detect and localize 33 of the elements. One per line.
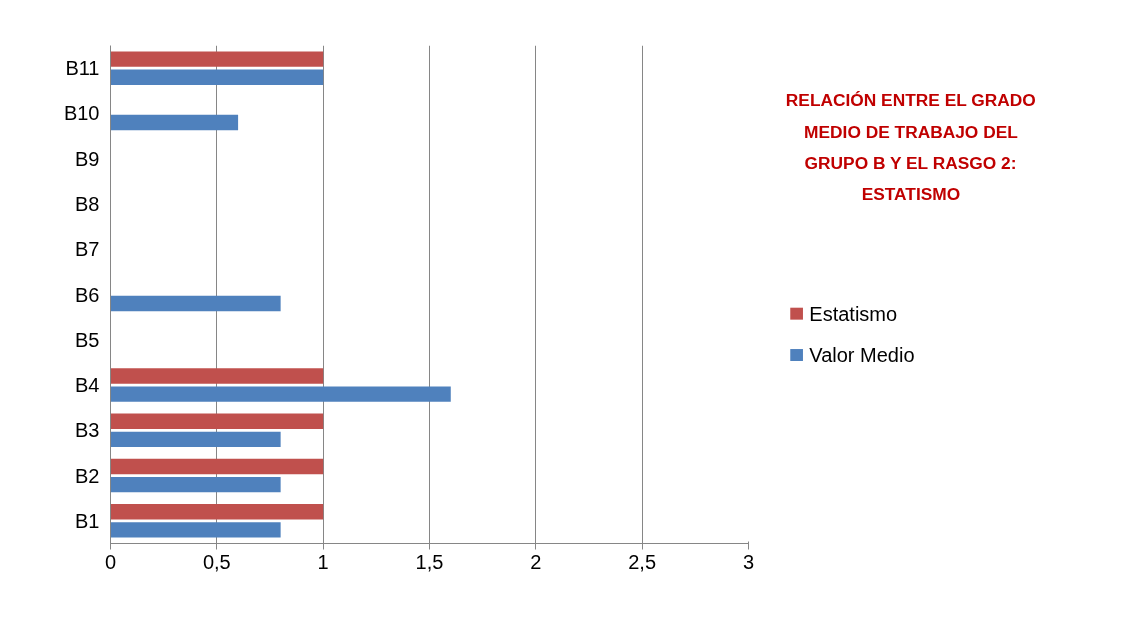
x-tick-label: 0 xyxy=(104,550,117,573)
x-tick-label: 1,5 xyxy=(415,550,444,573)
y-tick-label: B3 xyxy=(75,419,100,442)
y-tick-label: B8 xyxy=(75,192,100,215)
x-tick-label: 2 xyxy=(530,550,542,573)
bar xyxy=(110,368,324,384)
legend-label: Valor Medio xyxy=(809,344,915,367)
y-tick-label: B10 xyxy=(63,102,100,125)
bar xyxy=(110,413,324,429)
y-tick-label: B9 xyxy=(75,147,100,170)
bar xyxy=(110,51,324,67)
bar xyxy=(110,458,324,475)
y-tick-label: B1 xyxy=(75,509,100,532)
x-tick-label: 0,5 xyxy=(202,550,231,573)
bar xyxy=(110,114,239,131)
y-tick-label: B7 xyxy=(75,238,100,261)
bar xyxy=(110,386,451,402)
bar xyxy=(110,504,324,520)
bar xyxy=(110,431,281,448)
bar xyxy=(110,295,281,312)
x-tick-label: 2,5 xyxy=(628,550,657,573)
legend-label: Estatismo xyxy=(809,302,898,325)
bar xyxy=(110,522,281,538)
y-tick-label: B5 xyxy=(75,328,100,351)
y-tick-label: B6 xyxy=(75,283,100,306)
y-tick-label: B2 xyxy=(75,464,100,487)
y-tick-label: B4 xyxy=(75,374,100,397)
bar xyxy=(110,476,281,493)
x-tick-label: 1 xyxy=(317,550,329,573)
x-tick-label: 3 xyxy=(742,550,755,573)
text: RELACIÓN ENTRE EL GRADO MEDIO DE TRABAJO DEL GRUPO B Y EL RASGO 2: ESTATISMO xyxy=(785,90,1036,205)
bar xyxy=(110,69,324,85)
y-tick-label: B11 xyxy=(65,57,100,80)
